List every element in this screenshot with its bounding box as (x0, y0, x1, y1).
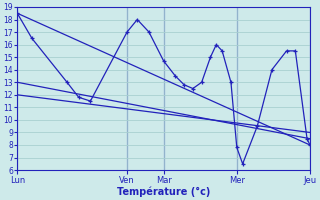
X-axis label: Température (°c): Température (°c) (117, 186, 210, 197)
